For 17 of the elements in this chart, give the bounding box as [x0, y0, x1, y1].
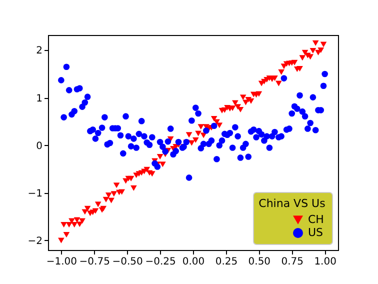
- y-tick-label: 0: [36, 140, 42, 152]
- y-tick-label: −2: [28, 236, 42, 247]
- x-tick-label: −0.50: [112, 256, 143, 268]
- x-tick-label: −0.25: [145, 256, 176, 268]
- x-tick-label: 0.75: [281, 256, 304, 268]
- legend-label: CH: [308, 213, 324, 226]
- y-tick-label: 2: [36, 46, 42, 57]
- y-tick-label: −1: [28, 188, 42, 200]
- x-tick-label: 0.25: [215, 256, 238, 268]
- x-tick-label: −1.00: [46, 256, 78, 268]
- x-tick-label: 1.00: [314, 256, 336, 268]
- legend-label: US: [308, 226, 324, 239]
- y-tick-label: 1: [36, 93, 42, 104]
- x-tick-label: 0.50: [248, 256, 271, 268]
- x-tick-label: 0.00: [182, 256, 205, 268]
- legend-title: China VS Us: [258, 197, 326, 210]
- x-tick-label: −0.75: [79, 256, 110, 268]
